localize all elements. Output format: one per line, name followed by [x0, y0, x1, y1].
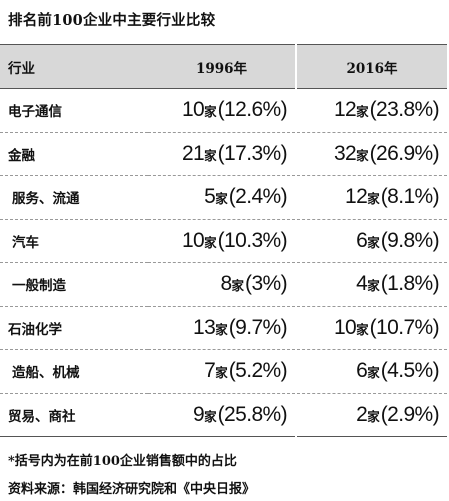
industry-name: 造船、机械	[12, 365, 80, 382]
value-1996: 7家(5.2%)	[148, 350, 296, 394]
header-1996: 1996年	[148, 44, 296, 89]
unit-label: 家	[367, 408, 380, 424]
footnote: *括号内为在前100企业销售额中的占比	[8, 454, 237, 469]
unit-label: 家	[367, 278, 380, 294]
value-2016: 12家(23.8%)	[295, 88, 447, 132]
unit-label: 家	[367, 191, 380, 207]
sales-share-percent: (17.3%)	[217, 141, 288, 165]
company-count: 6	[356, 228, 368, 252]
sales-share-percent: (25.8%)	[217, 402, 288, 426]
company-count: 10	[181, 98, 205, 122]
value-2016: 4家(1.8%)	[295, 262, 447, 306]
company-count: 8	[220, 272, 232, 296]
company-count: 9	[193, 402, 205, 426]
value-1996: 8家(3%)	[148, 263, 296, 307]
company-count: 2	[356, 402, 368, 426]
sales-share-percent: (9.8%)	[380, 228, 440, 252]
unit-label: 家	[204, 147, 217, 163]
table-row: 金融 21家(17.3%) 32家(26.9%)	[0, 132, 447, 176]
value-1996: 21家(17.3%)	[148, 132, 296, 176]
company-count: 32	[333, 141, 357, 165]
value-2016: 6家(4.5%)	[295, 349, 447, 393]
industry-name: 石油化学	[8, 321, 62, 338]
sales-share-percent: (2.4%)	[228, 185, 288, 209]
sales-share-percent: (10.3%)	[217, 228, 288, 252]
unit-label: 家	[215, 321, 228, 337]
unit-label: 家	[204, 104, 217, 120]
company-count: 5	[204, 185, 216, 209]
industry-name: 汽车	[12, 234, 39, 251]
unit-label: 家	[204, 408, 217, 424]
value-2016: 12家(8.1%)	[295, 175, 447, 219]
unit-label: 家	[367, 234, 380, 250]
sales-share-percent: (1.8%)	[380, 272, 440, 296]
unit-label: 家	[356, 104, 369, 120]
company-count: 12	[345, 185, 368, 209]
company-count: 7	[204, 359, 216, 383]
table-title: 排名前100企业中主要行业比较	[8, 12, 216, 29]
sales-share-percent: (12.6%)	[217, 98, 288, 122]
value-1996: 10家(12.6%)	[148, 89, 296, 133]
header-2016: 2016年	[295, 44, 447, 89]
unit-label: 家	[231, 278, 245, 294]
sales-share-percent: (3%)	[245, 272, 288, 296]
unit-label: 家	[356, 147, 369, 163]
table-row: 一般制造 8家(3%) 4家(1.8%)	[0, 262, 447, 307]
industry-name: 电子通信	[8, 104, 62, 121]
sales-share-percent: (8.1%)	[380, 185, 440, 209]
table-row: 电子通信 10家(12.6%) 12家(23.8%)	[0, 88, 447, 133]
value-2016: 32家(26.9%)	[295, 132, 447, 176]
company-count: 12	[333, 98, 357, 122]
value-2016: 2家(2.9%)	[295, 393, 447, 437]
sales-share-percent: (10.7%)	[369, 315, 440, 339]
industry-name: 贸易、商社	[8, 408, 76, 425]
sales-share-percent: (4.5%)	[380, 359, 440, 383]
table-row: 造船、机械 7家(5.2%) 6家(4.5%)	[0, 349, 447, 394]
company-count: 4	[356, 272, 368, 296]
sales-share-percent: (9.7%)	[228, 315, 288, 339]
industry-name: 金融	[8, 147, 35, 164]
unit-label: 家	[204, 234, 217, 250]
unit-label: 家	[215, 365, 228, 381]
unit-label: 家	[215, 191, 228, 207]
sales-share-percent: (26.9%)	[369, 141, 440, 165]
table-row: 服务、流通 5家(2.4%) 12家(8.1%)	[0, 175, 447, 220]
company-count: 6	[356, 359, 368, 383]
table-row: 石油化学 13家(9.7%) 10家(10.7%)	[0, 306, 447, 350]
value-1996: 10家(10.3%)	[148, 219, 296, 263]
industry-name: 一般制造	[12, 278, 66, 295]
unit-label: 家	[356, 321, 369, 337]
table-body: 电子通信 10家(12.6%) 12家(23.8%) 金融 21家(17.3%) 32家(…	[0, 88, 447, 437]
company-count: 10	[333, 315, 357, 339]
value-1996: 13家(9.7%)	[148, 306, 296, 350]
value-1996: 9家(25.8%)	[148, 393, 296, 437]
company-count: 21	[181, 141, 205, 165]
header-row: 行业 1996年 2016年	[0, 44, 447, 89]
sales-share-percent: (23.8%)	[369, 98, 440, 122]
table-row: 贸易、商社 9家(25.8%) 2家(2.9%)	[0, 393, 447, 437]
company-count: 10	[181, 228, 205, 252]
company-count: 13	[193, 315, 216, 339]
table-row: 汽车 10家(10.3%) 6家(9.8%)	[0, 219, 447, 263]
sales-share-percent: (2.9%)	[380, 402, 440, 426]
source-note: 资料来源：韩国经济研究院和《中央日报》	[8, 482, 256, 497]
industry-name: 服务、流通	[12, 191, 80, 208]
industry-comparison-table: 行业 1996年 2016年 电子通信 10家(12.6%) 12家(23.8%) 金…	[0, 44, 447, 437]
value-1996: 5家(2.4%)	[148, 176, 296, 220]
value-2016: 6家(9.8%)	[295, 219, 447, 263]
header-industry: 行业	[0, 44, 148, 89]
value-2016: 10家(10.7%)	[295, 306, 447, 350]
unit-label: 家	[367, 365, 380, 381]
sales-share-percent: (5.2%)	[228, 359, 288, 383]
